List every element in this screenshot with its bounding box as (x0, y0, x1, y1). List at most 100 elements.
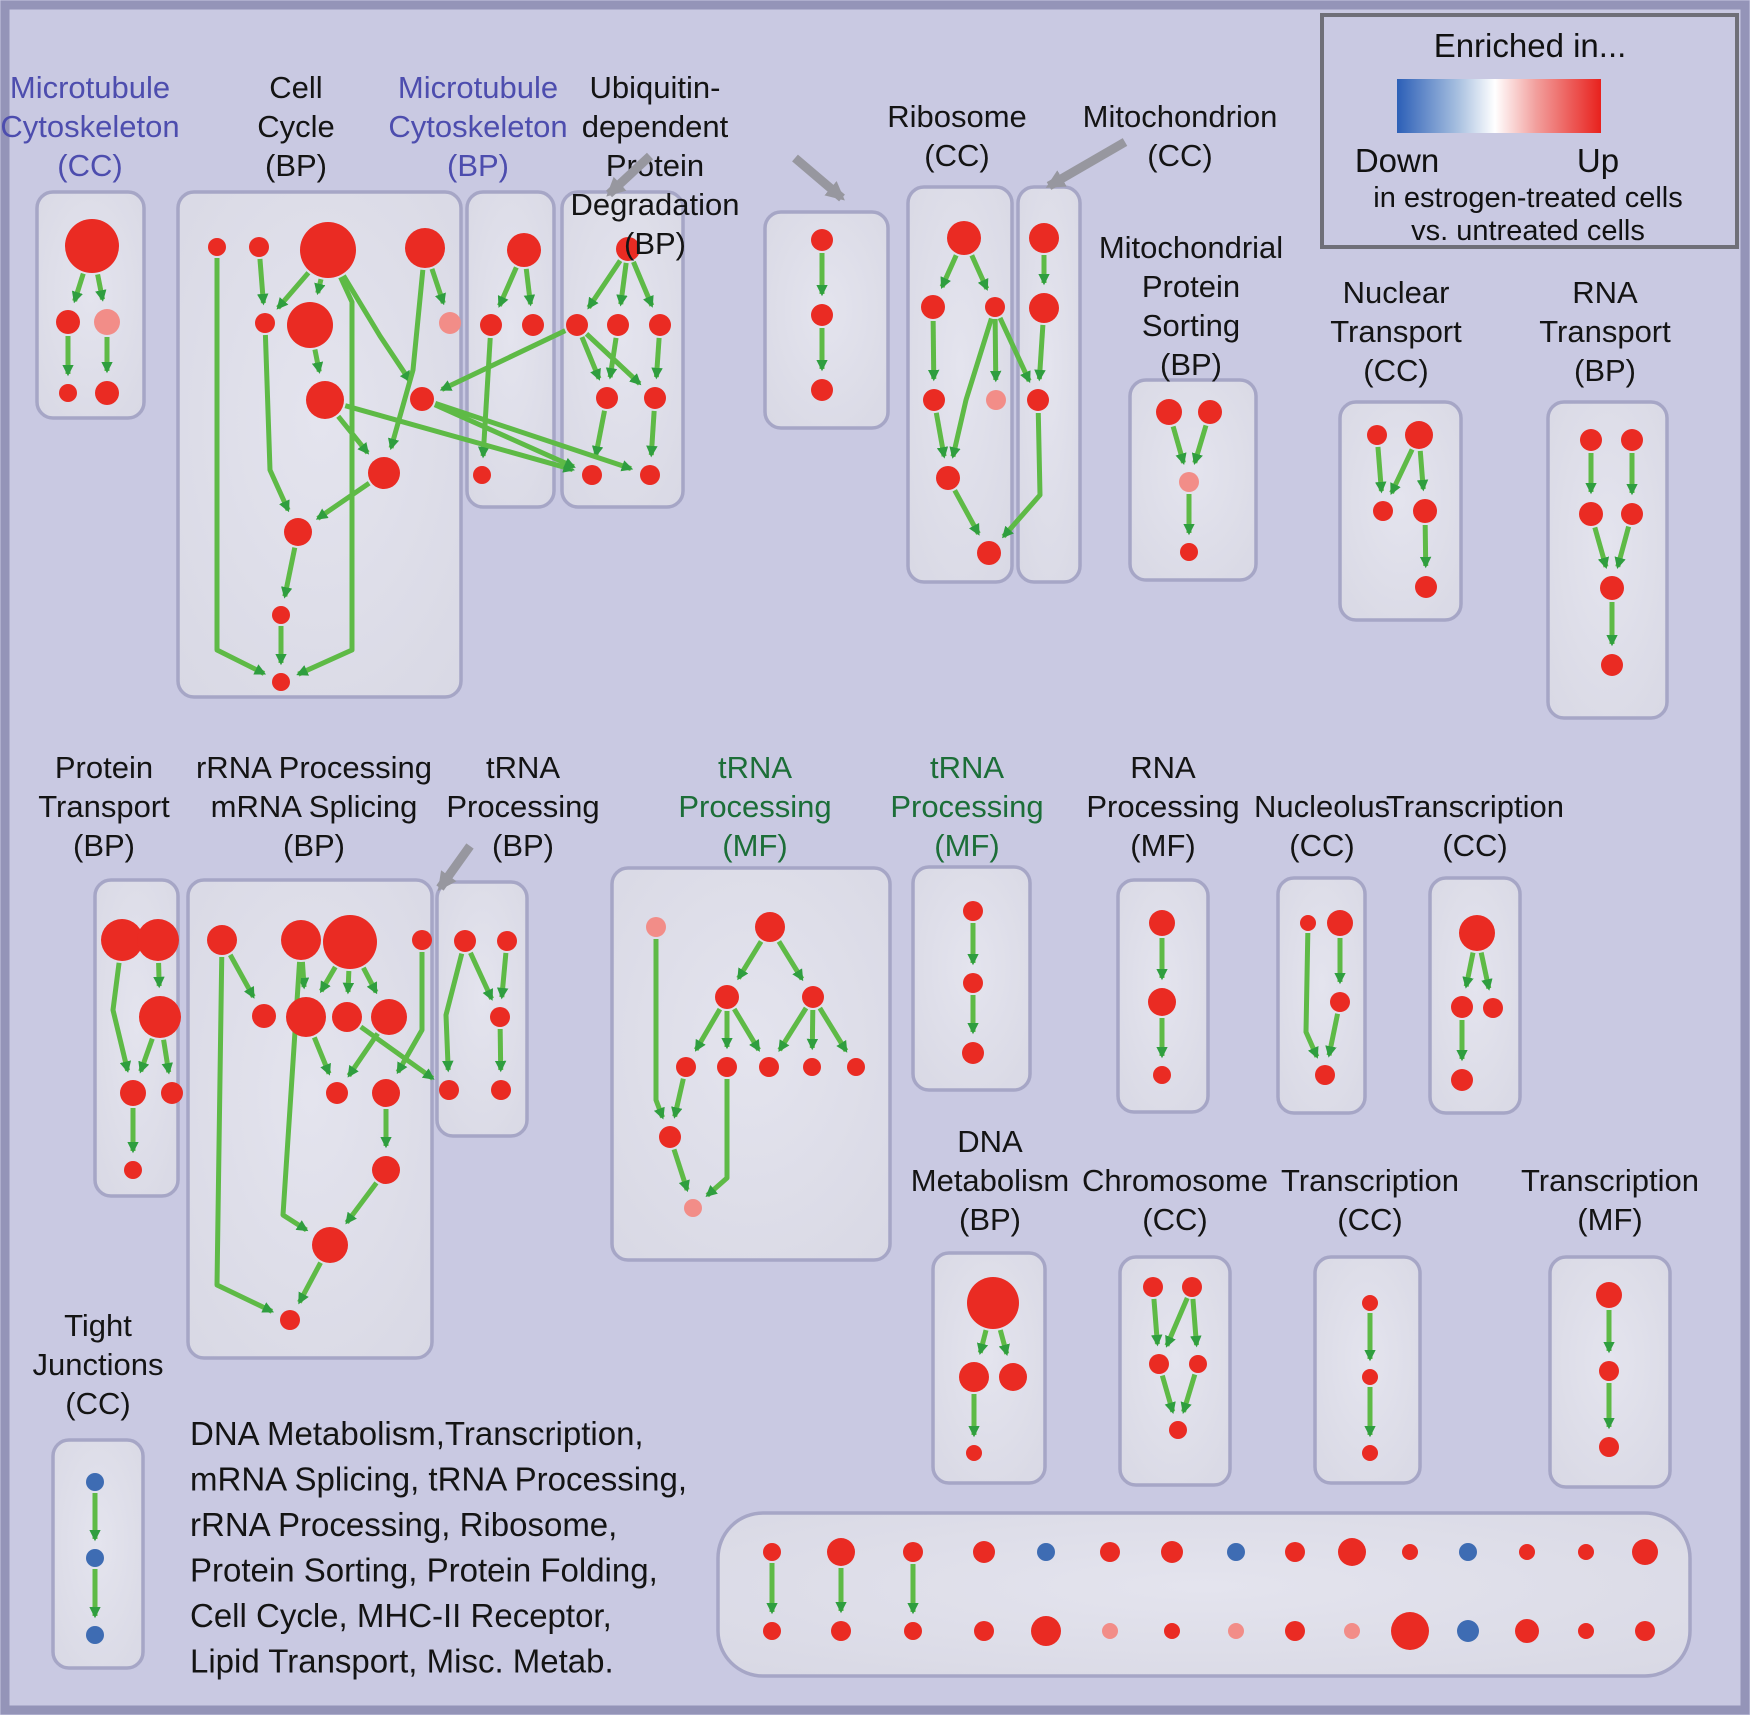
go-term-node (1300, 915, 1316, 931)
edge-arrow (1180, 1373, 1198, 1415)
edge-arrow (297, 1261, 323, 1305)
go-term-node (1285, 1621, 1305, 1641)
edge-arrow (434, 401, 634, 472)
cluster-label-rna-processing: RNA Processing (MF) (1086, 750, 1239, 863)
edge-arrow (949, 317, 994, 459)
go-term-node (999, 1363, 1027, 1391)
edge-arrow (671, 1148, 690, 1193)
merged-categories-line: rRNA Processing, Ribosome, (190, 1506, 617, 1543)
go-term-node (973, 1541, 995, 1563)
go-term-node (491, 1080, 511, 1100)
go-term-node (644, 387, 666, 409)
go-term-node (281, 920, 321, 960)
go-term-node (1457, 1620, 1479, 1642)
cluster-nodes (56, 219, 1643, 1644)
edge-arrow (1191, 424, 1209, 466)
edge-arrow (732, 1007, 761, 1052)
edge-arrow (1419, 524, 1432, 569)
edge-arrow (651, 337, 663, 380)
go-term-node (1164, 1623, 1180, 1639)
edge-arrow (591, 410, 607, 458)
go-term-node (1149, 1354, 1169, 1374)
go-term-node (616, 237, 640, 261)
edge-arrow (1478, 952, 1493, 991)
cluster-label-chromosome: Chromosome (CC) (1082, 1163, 1268, 1237)
cluster-label-nuclear-transport: Nuclear Transport (CC) (1330, 275, 1462, 388)
go-term-node (763, 1622, 781, 1640)
go-term-node (1601, 654, 1623, 676)
go-term-node (1189, 1355, 1207, 1373)
merged-categories-line: Cell Cycle, MHC-II Receptor, (190, 1597, 612, 1634)
go-term-node (490, 1007, 510, 1027)
go-term-node (1362, 1369, 1378, 1385)
go-term-node (903, 1542, 923, 1562)
edge-arrow (1150, 1298, 1163, 1347)
go-term-node (1373, 501, 1393, 521)
go-term-node (410, 387, 434, 411)
go-term-node (1402, 1544, 1418, 1560)
go-term-node (1156, 399, 1182, 425)
go-term-node (372, 1156, 400, 1184)
cluster-label-nucleolus: Nucleolus (CC) (1254, 789, 1390, 863)
go-term-node (272, 606, 290, 624)
edge-arrow (262, 334, 291, 513)
legend-title: Enriched in... (1434, 27, 1627, 64)
go-term-node (323, 915, 377, 969)
edge-arrow (806, 1009, 819, 1051)
legend-up-label: Up (1577, 142, 1619, 179)
go-term-node (522, 314, 544, 336)
cluster-label-mitochondrion: Mitochondrion (CC) (1083, 99, 1278, 173)
edge-arrow (341, 274, 412, 383)
go-term-node (161, 1082, 183, 1104)
edge-arrow (214, 956, 275, 1314)
edge-arrow (1325, 1013, 1341, 1058)
go-term-node (986, 390, 1006, 410)
edge-arrow (497, 266, 519, 308)
go-term-node (607, 314, 629, 336)
cluster-label-mt-bp: Microtubule Cytoskeleton (BP) (388, 70, 567, 183)
edge-arrow (276, 271, 311, 310)
go-term-node (1596, 1282, 1622, 1308)
cluster-edges (62, 253, 1638, 1619)
go-term-node (1344, 1623, 1360, 1639)
go-term-node (255, 313, 275, 333)
go-term-node (405, 228, 445, 268)
merged-categories-line: mRNA Splicing, tRNA Processing, (190, 1461, 687, 1498)
go-term-node (1405, 421, 1433, 449)
edge-arrow (1303, 932, 1320, 1059)
edge-arrow (927, 320, 940, 382)
merged-categories-line: DNA Metabolism,Transcription, (190, 1415, 644, 1452)
edge-arrow (653, 939, 665, 1120)
cluster-label-transcription-mf: Transcription (MF) (1521, 1163, 1699, 1237)
go-term-node (1451, 1069, 1473, 1091)
edge-arrow (776, 940, 805, 982)
go-term-node (473, 466, 491, 484)
edge-arrow (439, 328, 567, 392)
edge-arrow (228, 953, 256, 999)
edge-arrow (969, 254, 990, 291)
edge-arrow (296, 276, 355, 677)
go-term-node (1578, 1544, 1594, 1560)
go-term-node (596, 387, 618, 409)
cluster-label-rna-transport: RNA Transport (BP) (1539, 275, 1671, 388)
go-term-node (1635, 1621, 1655, 1641)
edge-arrow (1592, 526, 1610, 570)
go-term-node (1632, 1539, 1658, 1565)
go-term-node (959, 1362, 989, 1392)
go-term-node (963, 973, 983, 993)
go-term-node (1148, 988, 1176, 1016)
go-term-node (208, 238, 226, 256)
go-term-node (1621, 503, 1643, 525)
edge-arrow (605, 337, 619, 380)
go-term-node (252, 1004, 276, 1028)
edge-arrow (671, 1078, 686, 1119)
edge-arrow (494, 1028, 507, 1073)
go-term-node (480, 314, 502, 336)
edge-arrow (933, 412, 949, 459)
go-term-node (715, 985, 739, 1009)
edge-arrow (280, 961, 309, 1233)
edge-arrow (315, 481, 371, 521)
edge-arrow (989, 318, 1002, 383)
go-term-node (439, 1080, 459, 1100)
go-term-node (207, 925, 237, 955)
